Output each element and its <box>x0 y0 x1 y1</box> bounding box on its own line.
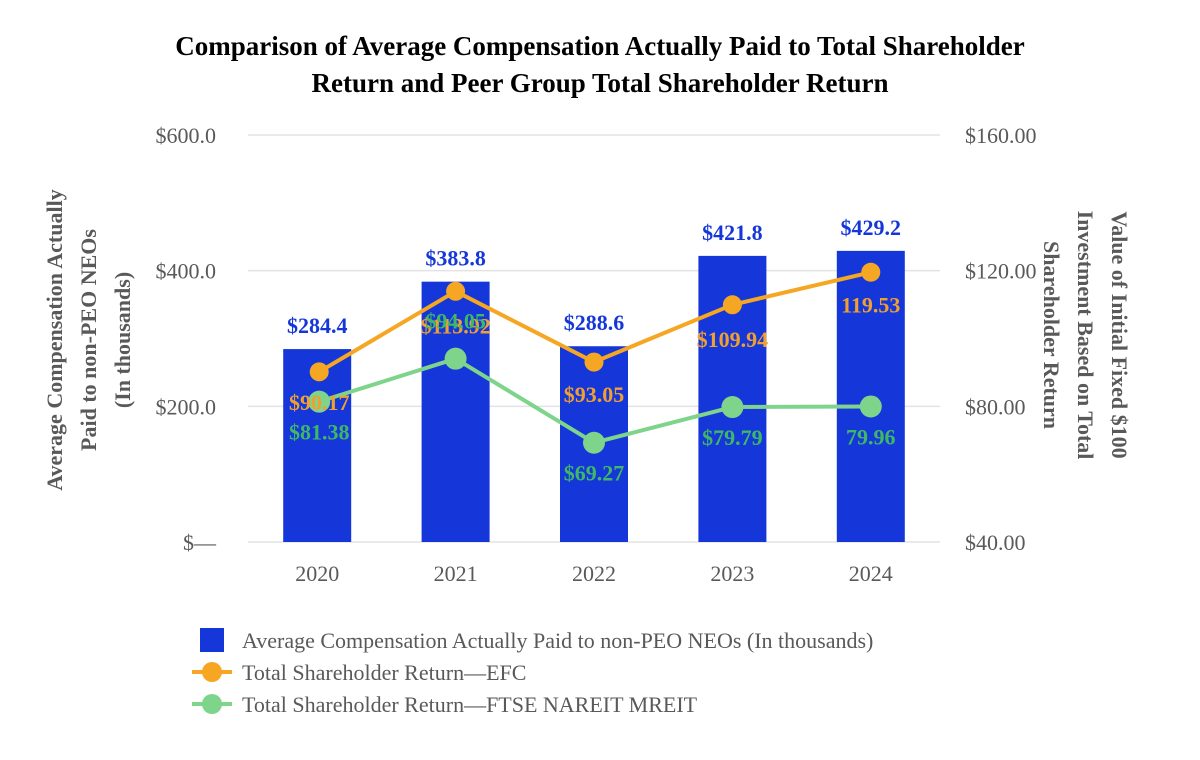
line-data-label-efc: $109.94 <box>697 327 769 352</box>
left-tick-label: $200.0 <box>156 394 217 419</box>
bar-2021 <box>421 281 490 542</box>
legend-label: Average Compensation Actually Paid to no… <box>242 628 873 653</box>
legend-label: Total Shareholder Return—EFC <box>242 660 526 685</box>
line-data-label-ftse: $79.79 <box>702 425 763 450</box>
series-point-efc <box>861 262 881 282</box>
right-axis-label-line: Shareholder Return <box>1039 241 1064 429</box>
line-data-label-efc: $113.92 <box>420 313 490 338</box>
legend: Average Compensation Actually Paid to no… <box>192 628 873 717</box>
legend-label: Total Shareholder Return—FTSE NAREIT MRE… <box>242 692 698 717</box>
right-tick-label: $160.00 <box>965 123 1037 148</box>
x-tick-label: 2020 <box>295 561 339 586</box>
left-tick-label: $600.0 <box>156 123 217 148</box>
right-axis-label: Value of Initial Fixed $100 Investment Ba… <box>1039 211 1132 460</box>
left-axis-label-line: Paid to non-PEO NEOs <box>76 229 101 451</box>
x-tick-label: 2021 <box>434 561 478 586</box>
bar-2020 <box>283 349 352 542</box>
right-axis-ticks: $40.00 $80.00 $120.00 $160.00 <box>965 123 1037 555</box>
right-tick-label: $80.00 <box>965 394 1026 419</box>
left-tick-label: $— <box>183 530 217 555</box>
x-tick-label: 2024 <box>849 561 893 586</box>
left-axis-label-line: Average Compensation Actually <box>42 189 67 490</box>
x-tick-label: 2022 <box>572 561 616 586</box>
line-data-label-efc: $93.05 <box>564 382 625 407</box>
series-point-efc <box>584 352 604 372</box>
series-point-ftse <box>444 347 467 370</box>
line-data-label-ftse: 79.96 <box>846 424 896 449</box>
x-tick-label: 2023 <box>710 561 754 586</box>
legend-swatch-bar <box>200 628 224 652</box>
series-point-efc <box>309 362 329 382</box>
chart-title-line: Comparison of Average Compensation Actua… <box>175 31 1025 61</box>
bar-data-label: $383.8 <box>425 246 486 271</box>
legend-swatch-marker <box>202 662 222 682</box>
left-axis-label: Average Compensation Actually Paid to non… <box>42 189 135 490</box>
line-data-label-ftse: $69.27 <box>564 461 625 486</box>
series-point-ftse <box>583 431 605 454</box>
line-data-label-efc: $90.17 <box>289 390 350 415</box>
series-point-ftse <box>859 395 882 418</box>
bar-data-label: $288.6 <box>564 310 625 335</box>
bar-data-label: $429.2 <box>841 215 902 240</box>
right-tick-label: $120.00 <box>965 259 1037 284</box>
legend-swatch-marker <box>202 694 222 714</box>
left-tick-label: $400.0 <box>156 259 217 284</box>
right-tick-label: $40.00 <box>965 530 1026 555</box>
series-point-ftse <box>308 390 331 413</box>
line-data-label-ftse: $94.05 <box>425 309 486 334</box>
data-labels: $284.4 $383.8 $288.6 $421.8 $429.2 $90.17 $113… <box>287 215 901 486</box>
series-point-efc <box>722 295 742 315</box>
right-axis-label-line: Value of Initial Fixed $100 <box>1107 211 1132 458</box>
x-axis-ticks: 2020 2021 2022 2023 2024 <box>295 561 893 586</box>
left-axis-label-line: (In thousands) <box>110 272 135 408</box>
chart-title: Comparison of Average Compensation Actua… <box>175 31 1025 98</box>
line-data-label-efc: 119.53 <box>841 292 900 317</box>
line-series <box>308 262 882 454</box>
chart-title-line: Return and Peer Group Total Shareholder … <box>311 68 888 98</box>
line-data-label-ftse: $81.38 <box>289 420 350 445</box>
left-axis-ticks: $— $200.0 $400.0 $600.0 <box>156 123 218 555</box>
right-axis-label-line: Investment Based on Total <box>1073 211 1098 460</box>
bar-data-label: $284.4 <box>287 313 348 338</box>
bar-data-label: $421.8 <box>702 220 763 245</box>
series-point-ftse <box>721 396 744 419</box>
series-point-efc <box>446 281 466 301</box>
